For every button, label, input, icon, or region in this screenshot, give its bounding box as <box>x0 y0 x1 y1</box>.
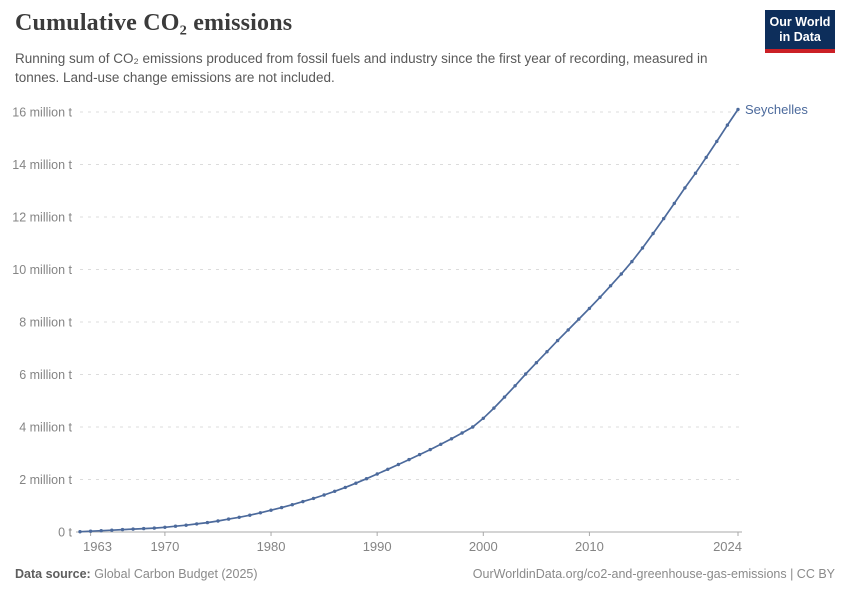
data-point[interactable] <box>513 384 517 388</box>
x-axis-tick-label: 2024 <box>713 539 742 554</box>
data-point[interactable] <box>534 361 539 365</box>
data-point[interactable] <box>439 442 443 446</box>
data-point[interactable] <box>226 517 231 521</box>
data-point[interactable] <box>311 496 316 501</box>
data-source: Data source: Global Carbon Budget (2025) <box>15 567 258 581</box>
y-axis-tick-label: 0 t <box>58 526 72 540</box>
data-point[interactable] <box>216 519 220 523</box>
data-point[interactable] <box>715 139 719 144</box>
line-chart-svg[interactable]: 0 t 2 million t 4 million t 6 million t 8 mi… <box>0 95 850 565</box>
data-point[interactable] <box>736 107 740 112</box>
data-point[interactable] <box>322 493 326 497</box>
data-point[interactable] <box>566 328 570 332</box>
y-axis-tick-label: 6 million t <box>19 368 72 382</box>
data-point[interactable] <box>205 520 210 525</box>
y-axis-tick-label: 12 million t <box>12 211 72 225</box>
data-point[interactable] <box>524 372 528 376</box>
owid-logo[interactable]: Our World in Data <box>765 10 835 53</box>
y-axis-tick-label: 2 million t <box>19 473 72 487</box>
data-point[interactable] <box>142 526 146 531</box>
data-point[interactable] <box>290 503 294 507</box>
data-point[interactable] <box>184 523 188 527</box>
data-point[interactable] <box>577 317 581 321</box>
data-point[interactable] <box>428 447 432 452</box>
x-axis-tick-label: 2000 <box>469 539 498 554</box>
data-point[interactable] <box>110 528 114 532</box>
chart-subtitle: Running sum of CO₂ emissions produced fr… <box>15 51 708 85</box>
data-source-label: Data source: <box>15 567 91 581</box>
x-axis-tick-label: 1980 <box>257 539 286 554</box>
data-point[interactable] <box>269 508 273 512</box>
data-point[interactable] <box>640 246 645 250</box>
data-point[interactable] <box>386 467 390 471</box>
line-chart-area[interactable]: 0 t 2 million t 4 million t 6 million t 8 mi… <box>0 95 850 565</box>
y-axis-tick-label: 8 million t <box>19 316 72 330</box>
data-point[interactable] <box>248 513 252 517</box>
data-point[interactable] <box>630 259 634 264</box>
y-axis-tick-label: 4 million t <box>19 421 72 435</box>
data-source-value: Global Carbon Budget (2025) <box>94 567 258 581</box>
x-axis-tick-label: 1990 <box>363 539 392 554</box>
data-point[interactable] <box>237 515 241 519</box>
y-axis-tick-label: 10 million t <box>12 263 72 277</box>
data-point[interactable] <box>492 406 496 410</box>
attribution-link[interactable]: OurWorldinData.org/co2-and-greenhouse-ga… <box>472 567 835 581</box>
data-point[interactable] <box>195 522 199 526</box>
data-point[interactable] <box>301 499 305 504</box>
x-axis-tick-label: 1970 <box>150 539 179 554</box>
data-point[interactable] <box>725 123 730 127</box>
data-point[interactable] <box>131 527 135 531</box>
data-point[interactable] <box>471 425 475 429</box>
data-point[interactable] <box>693 171 698 175</box>
data-point[interactable] <box>449 437 454 441</box>
y-axis-tick-label: 16 million t <box>12 106 72 120</box>
data-point[interactable] <box>651 231 655 236</box>
data-point[interactable] <box>375 472 379 476</box>
data-point[interactable] <box>99 529 103 533</box>
data-point[interactable] <box>258 511 263 515</box>
series-end-label[interactable]: Seychelles <box>745 102 808 117</box>
chart-footer: Data source: Global Carbon Budget (2025)… <box>15 567 835 581</box>
data-point[interactable] <box>587 306 592 311</box>
data-point[interactable] <box>417 452 422 457</box>
data-point[interactable] <box>333 489 337 493</box>
data-point[interactable] <box>78 530 82 534</box>
data-point[interactable] <box>598 295 602 299</box>
series-line-seychelles[interactable] <box>79 108 739 533</box>
data-point[interactable] <box>502 395 507 399</box>
data-point[interactable] <box>672 201 676 206</box>
data-point[interactable] <box>619 272 623 276</box>
x-axis-tick-label: 2010 <box>575 539 604 554</box>
data-point[interactable] <box>662 216 666 221</box>
data-point[interactable] <box>460 431 464 435</box>
data-point[interactable] <box>481 416 485 420</box>
data-point[interactable] <box>88 529 93 533</box>
data-point[interactable] <box>173 524 178 528</box>
y-axis-tick-label: 14 million t <box>12 158 72 172</box>
owid-logo-line2: in Data <box>779 30 821 44</box>
owid-logo-line1: Our World <box>769 15 831 29</box>
data-point[interactable] <box>608 284 613 288</box>
data-point[interactable] <box>343 485 347 490</box>
data-point[interactable] <box>152 526 156 530</box>
data-point[interactable] <box>163 525 167 529</box>
data-point[interactable] <box>545 350 549 354</box>
data-point[interactable] <box>704 155 708 160</box>
data-point[interactable] <box>364 477 369 481</box>
data-point[interactable] <box>407 457 411 462</box>
data-point[interactable] <box>683 186 687 190</box>
data-point[interactable] <box>354 481 358 485</box>
data-point[interactable] <box>555 338 560 343</box>
data-point[interactable] <box>120 527 125 532</box>
page-title: Cumulative CO₂ emissions <box>15 10 293 36</box>
x-axis-tick-label: 1963 <box>83 539 112 554</box>
data-point[interactable] <box>279 505 284 510</box>
data-point[interactable] <box>396 462 401 467</box>
